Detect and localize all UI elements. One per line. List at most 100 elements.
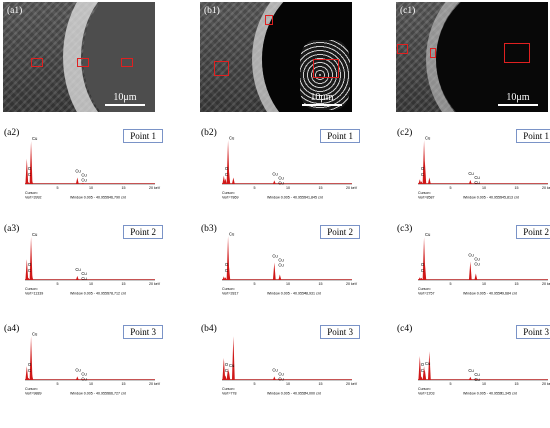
x-tick-label: 15 [515,186,519,190]
peak-label-cu-ka: Cu [75,169,81,174]
roi-point-2 [77,58,89,67]
peak-label-cu-kb: Cu [278,258,284,263]
count-readout: 48,931 cnt [304,292,321,296]
spectrum-peak [25,158,29,184]
panel-label: (b4) [201,324,217,334]
window-readout: Window 0.005 - 40.955= [267,292,306,296]
x-tick-label: 5 [57,186,59,190]
vert-readout: Vert=9889 [25,392,42,396]
roi-point-1 [31,58,43,67]
scale-bar-label: 10μm [310,92,334,103]
peak-label-o: O [421,262,425,267]
spectrum-peak [231,336,235,380]
scale-bar: 10μm [498,93,538,106]
spectrum-peak [30,274,34,280]
x-tick-label: 5 [57,282,59,286]
x-tick-label: 5 [254,382,256,386]
x-unit-label: 20 keV [149,186,161,190]
x-unit-label: 20 keV [346,186,358,190]
peak-label-cu-kb: Cu [278,371,284,376]
roi-point-3 [504,43,530,63]
scale-bar-line [105,104,145,106]
cursor-readout: Cursor= [222,387,235,391]
spectrum-peak [427,177,431,184]
spectrum-peak [278,274,282,280]
spectrum-peak [75,177,79,184]
vert-readout: Vert=8587 [418,196,435,200]
peak-label-c: C [225,172,228,177]
window-readout: Window 0.005 - 40.955= [70,392,109,396]
cursor-readout: Cursor= [25,387,38,391]
spectrum-peak [427,351,431,380]
panel-label: (b1) [204,6,220,16]
point-label-box: Point 3 [320,325,360,339]
spectrum-peak [25,366,29,380]
point-label-box: Point 1 [123,129,163,143]
spectrum-peak [419,376,423,380]
peak-label-cu-kb: Cu [474,175,480,180]
roi-point-1 [397,44,408,54]
spectrum-peak [423,262,427,280]
cursor-readout: Cursor= [418,387,431,391]
bright-ring-edge [63,2,155,112]
window-readout: Window 0.005 - 40.955= [463,292,502,296]
panel-label: (a4) [4,324,20,334]
cursor-readout: Cursor= [418,287,431,291]
x-tick-label: 5 [450,186,452,190]
spectrum-peak [222,357,226,380]
cursor-readout: Cursor= [25,191,38,195]
peak-label-cu: Cu [474,377,480,382]
eds-spectrum-panel: (b4) Point 3 5 10 15 20 keV Cu O C Cu Cu Cu Cursor= V… [200,324,362,408]
peak-label-cu-l: Cu [32,232,38,237]
panel-label: (a2) [4,128,20,138]
peak-label-c: C [421,368,424,373]
peak-label-cu-kb: Cu [81,173,87,178]
x-tick-label: 5 [254,186,256,190]
peak-label-cu: Cu [278,180,284,185]
x-unit-label: 20 keV [542,282,550,286]
x-tick-label: 15 [515,382,519,386]
roi-point-2 [430,48,436,58]
x-tick-label: 10 [89,282,93,286]
panel-label: (c4) [397,324,413,334]
peak-label-cu: Cu [81,376,87,381]
roi-point-2 [214,61,229,76]
count-readout: 24,000 cnt [304,392,321,396]
peak-label-cu-ka: Cu [272,254,278,259]
x-unit-label: 20 keV [542,382,550,386]
peak-label-cu-l: Cu [229,363,235,368]
point-label-box: Point 2 [516,225,550,239]
spectrum-peak [227,170,231,184]
peak-label-o: O [28,362,32,367]
count-readout: 166,727 cnt [107,392,126,396]
spectrum-peak [231,177,235,184]
sem-image-c1: (c1) 10μm [396,2,548,112]
peak-label-cu-ka: Cu [468,368,474,373]
spectrum-peak [30,180,34,184]
window-readout: Window 0.005 - 40.955= [267,196,306,200]
vert-readout: Vert=7869 [222,196,239,200]
scale-bar-line [302,104,342,106]
x-tick-label: 10 [89,186,93,190]
x-tick-label: 15 [319,186,323,190]
peak-label-cu: Cu [474,180,480,185]
peak-label-cu-ka: Cu [75,267,81,272]
panel-label: (c2) [397,128,413,138]
spectrum-peak [75,376,79,380]
point-label-box: Point 1 [516,129,550,143]
x-tick-label: 15 [122,282,126,286]
spectrum-peak [29,336,33,380]
x-unit-label: 20 keV [149,282,161,286]
peak-label-cu: Cu [278,376,284,381]
x-tick-label: 10 [286,382,290,386]
peak-label-cu-l: Cu [425,232,431,237]
peak-label-cu-kb: Cu [81,371,87,376]
peak-label-c: C [28,368,31,373]
vert-readout: Vert=2817 [222,292,239,296]
via-hole [83,2,155,112]
